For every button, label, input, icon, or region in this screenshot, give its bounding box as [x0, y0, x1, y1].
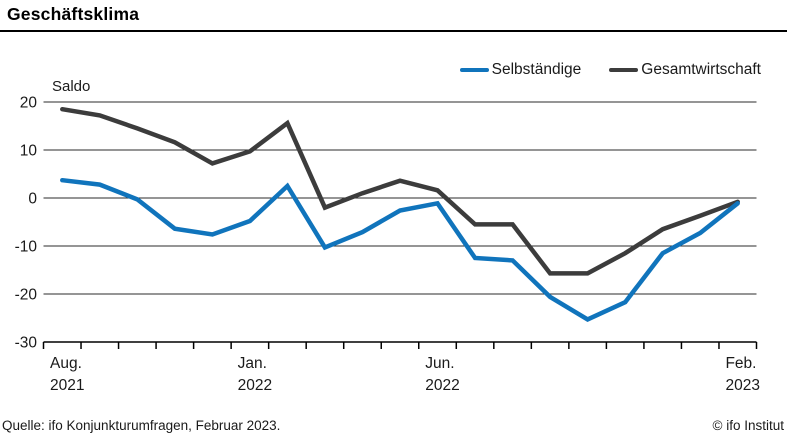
y-tick-label: -30 — [15, 335, 38, 352]
line-chart: 20 10 0 -10 -20 -30 Aug. 2021 Jan. 2022 Jun. 2022 Fe… — [15, 95, 760, 395]
page-title: Geschäftsklima — [7, 4, 140, 24]
x-tick-label: 2023 — [725, 377, 759, 394]
y-tick-label: 10 — [20, 143, 38, 160]
source-note: Quelle: ifo Konjunkturumfragen, Februar … — [2, 418, 281, 433]
y-tick-label: -10 — [15, 239, 38, 256]
legend-item-gesamtwirtschaft: Gesamtwirtschaft — [609, 61, 761, 79]
series-line-gesamtwirtschaft — [60, 106, 740, 276]
chart-footer: Quelle: ifo Konjunkturumfragen, Februar … — [0, 418, 787, 433]
x-tick-label: Aug. — [50, 355, 82, 372]
y-tick-label: -20 — [15, 287, 38, 304]
x-tick-label: Jun. — [425, 355, 454, 372]
legend-label: Selbständige — [491, 61, 582, 78]
copyright-note: © ifo Institut — [712, 418, 784, 433]
title-divider — [0, 30, 787, 32]
x-tick-label: Feb. — [725, 355, 756, 372]
x-tick-label: Jan. — [238, 355, 267, 372]
x-tick-label: 2021 — [50, 377, 84, 394]
x-tick-label: 2022 — [425, 377, 459, 394]
line-swatch-icon — [609, 67, 639, 73]
legend-item-selbstaendige: Selbständige — [459, 61, 582, 79]
y-axis-unit-label: Saldo — [52, 78, 91, 95]
y-tick-label: 20 — [20, 95, 38, 112]
x-tick-label: 2022 — [238, 377, 272, 394]
legend-label: Gesamtwirtschaft — [641, 61, 761, 78]
y-tick-label: 0 — [28, 191, 37, 208]
series-line-selbständige — [60, 177, 740, 322]
chart-legend: Selbständige Gesamtwirtschaft — [459, 61, 761, 79]
line-swatch-icon — [459, 67, 489, 73]
